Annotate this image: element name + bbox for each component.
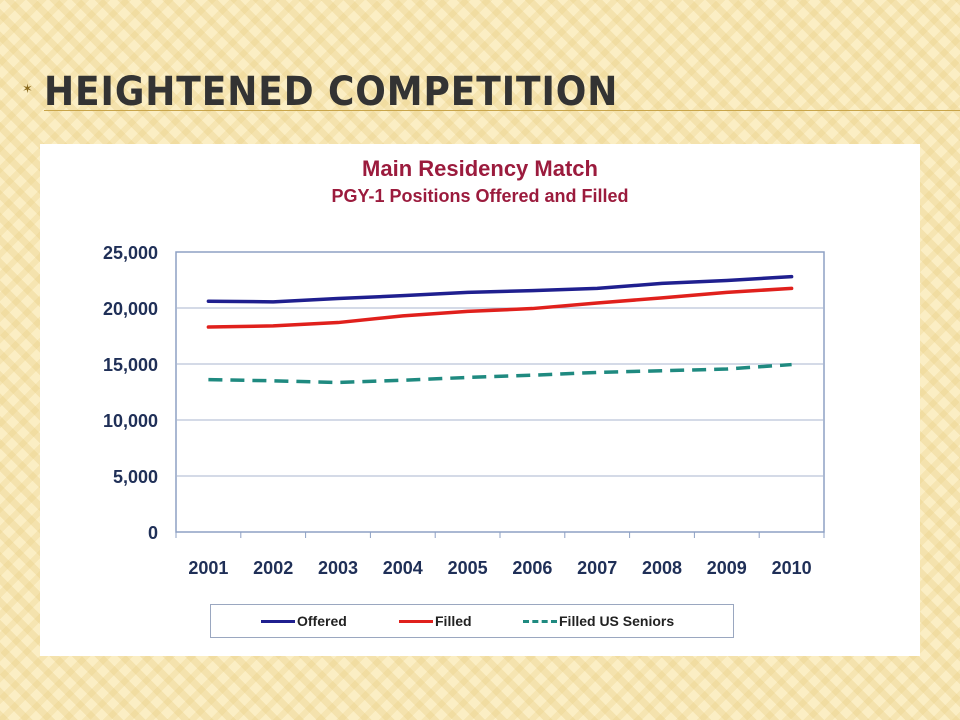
legend-item-filled-us-seniors: Filled US Seniors — [523, 605, 674, 637]
legend-swatch-filled — [399, 619, 433, 623]
y-tick-label: 20,000 — [103, 299, 158, 319]
legend-swatch-filled-us-seniors — [523, 619, 557, 623]
y-tick-label: 25,000 — [103, 243, 158, 263]
series-line-filled-us-seniors — [208, 362, 792, 385]
x-tick-label: 2003 — [318, 558, 358, 578]
x-tick-label: 2001 — [188, 558, 228, 578]
x-tick-label: 2006 — [512, 558, 552, 578]
legend-label-filled-us-seniors: Filled US Seniors — [559, 613, 675, 629]
slide-title: Heightened Competition — [44, 69, 619, 115]
y-tick-label: 10,000 — [103, 411, 158, 431]
chart-panel: Main Residency Match PGY-1 Positions Off… — [40, 144, 920, 656]
x-tick-label: 2004 — [383, 558, 423, 578]
chart-title: Main Residency Match — [362, 156, 598, 181]
line-chart: 0 5,000 10,000 15,000 20,000 25,000 2001 2002 20… — [103, 243, 825, 578]
y-tick-label: 5,000 — [113, 467, 158, 487]
x-tick-label: 2007 — [577, 558, 617, 578]
series-line-offered — [206, 274, 794, 304]
legend-label-filled: Filled — [435, 613, 472, 629]
x-tick-label: 2005 — [448, 558, 488, 578]
x-tick-label: 2009 — [707, 558, 747, 578]
title-rule — [44, 110, 960, 111]
series-line-filled — [206, 286, 794, 329]
y-tick-label: 0 — [148, 523, 158, 543]
legend-item-filled: Filled — [399, 605, 472, 637]
legend-swatch-offered — [261, 619, 295, 623]
plot-area — [175, 251, 825, 533]
x-tick-label: 2002 — [253, 558, 293, 578]
chart-subtitle: PGY-1 Positions Offered and Filled — [331, 186, 629, 206]
bullet-star-icon: ✶ — [22, 82, 33, 97]
chart-legend: Offered Filled Filled US Seniors — [210, 604, 734, 638]
x-tick-label: 2008 — [642, 558, 682, 578]
legend-label-offered: Offered — [297, 613, 347, 629]
x-tick-label: 2010 — [772, 558, 812, 578]
legend-item-offered: Offered — [261, 605, 347, 637]
y-tick-label: 15,000 — [103, 355, 158, 375]
